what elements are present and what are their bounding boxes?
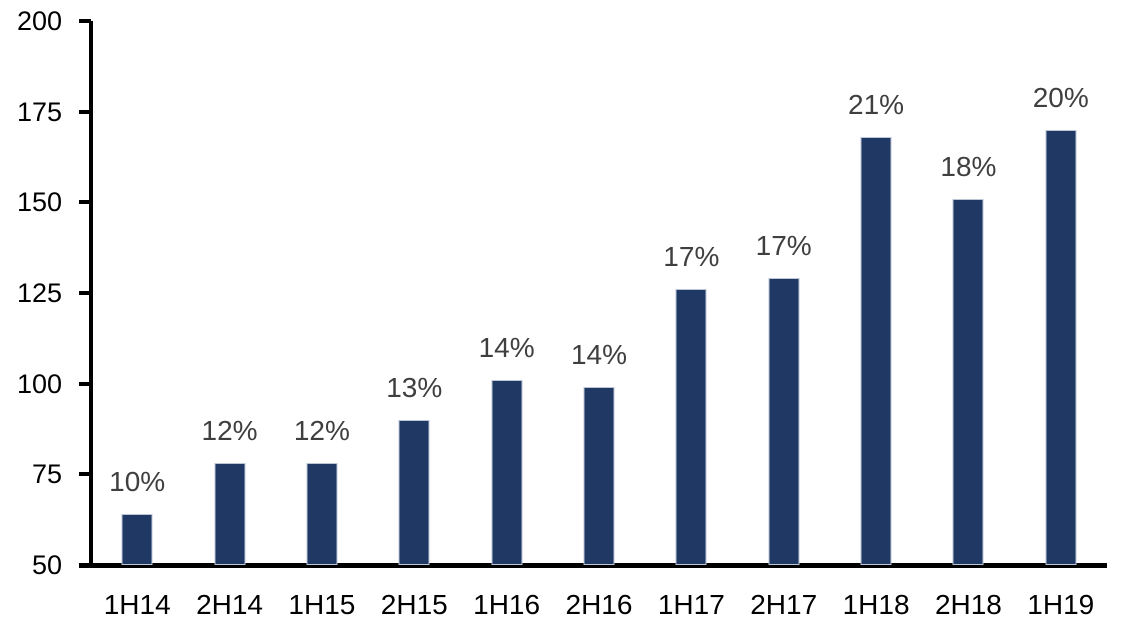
bar-value-label: 14% [478,332,535,363]
x-axis-label-1H16: 1H16 [473,589,541,620]
bar-1H15 [306,463,338,565]
bar-slot: 17% [738,21,830,565]
bar-slot: 20% [1015,21,1107,565]
bar-1H16 [491,380,523,565]
x-axis-label-2H14: 2H14 [196,589,263,620]
bar-value-label: 12% [293,415,350,446]
x-axis-label-2H17: 2H17 [750,589,818,620]
y-axis-tick-label: 150 [16,187,62,218]
x-axis-label-2H15: 2H15 [380,589,448,620]
bar-value-label: 12% [201,415,258,446]
x-axis-line [79,563,1107,568]
bar-2H15 [398,420,430,565]
bar-2H16 [583,387,615,565]
bar-1H17 [675,289,707,565]
y-axis-tick-label: 75 [31,459,62,490]
bar-slot: 18% [922,21,1014,565]
bar-1H14 [121,514,153,565]
y-axis-tick-label: 125 [16,278,62,308]
bar-2H14 [214,463,246,565]
y-axis-tick-label: 100 [16,368,62,399]
bar-value-label: 21% [848,89,905,120]
bar-1H19 [1045,130,1077,565]
bar-slot: 17% [645,21,737,565]
y-axis-tick [79,291,91,295]
bar-slot: 21% [830,21,922,565]
bar-value-label: 10% [109,466,166,497]
bar-value-label: 14% [570,339,627,370]
x-axis-label-1H14: 1H14 [103,589,171,620]
bar-value-label: 17% [755,230,812,261]
x-axis-label-2H18: 2H18 [934,589,1002,620]
x-axis-label-2H16: 2H16 [565,589,633,620]
y-axis-tick [79,19,91,23]
bar-value-label: 17% [663,241,720,272]
y-axis-tick [79,200,91,205]
bar-slot: 12% [276,21,368,565]
bar-slot: 14% [553,21,645,565]
bar-slot: 14% [460,21,552,565]
x-axis-label-1H15: 1H15 [288,589,356,620]
y-axis-tick [79,109,91,114]
x-axis-label-1H19: 1H19 [1027,589,1095,620]
y-axis-tick-label: 175 [16,96,62,127]
x-axis-label-1H17: 1H17 [657,589,725,620]
plot-area: 10% 12% 12% 13% 14% 14% 17% 17% 21% 18% 20% [91,21,1107,565]
bar-value-label: 20% [1032,82,1089,113]
bar-value-label: 13% [386,372,443,403]
bar-2H17 [768,278,800,565]
bar-slot: 13% [368,21,460,565]
x-axis-label-1H18: 1H18 [842,589,910,620]
bar-value-label: 18% [940,151,997,182]
x-axis-labels: 1H14 2H14 1H15 2H15 1H16 2H16 1H17 2H17 1H18 2H18… [91,589,1107,621]
y-axis-tick [79,381,91,386]
bar-slot: 10% [91,21,183,565]
bar-slot: 12% [183,21,275,565]
y-axis-tick-label: 50 [31,550,62,580]
y-axis-tick-label: 200 [16,6,62,36]
y-axis-tick [79,472,91,477]
y-axis-line [89,21,93,568]
bar-2H18 [952,199,984,565]
bar-1H18 [860,137,892,565]
y-axis-tick [79,563,91,567]
